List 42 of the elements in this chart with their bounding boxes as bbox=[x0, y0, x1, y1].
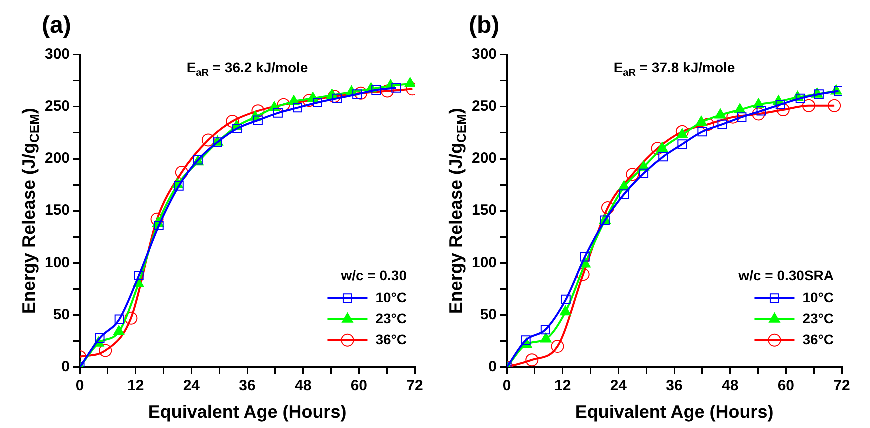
legend-label: 36°C bbox=[802, 331, 834, 348]
x-axis-title: Equivalent Age (Hours) bbox=[148, 402, 347, 422]
y-tick-label: 300 bbox=[44, 46, 70, 63]
x-tick-label: 48 bbox=[722, 378, 739, 395]
y-tick-label: 100 bbox=[472, 254, 498, 272]
x-axis-title: Equivalent Age (Hours) bbox=[575, 402, 774, 422]
y-tick-label: 50 bbox=[53, 306, 70, 324]
x-tick-label: 36 bbox=[666, 378, 683, 395]
y-tick-label: 300 bbox=[472, 46, 498, 63]
x-tick-label: 72 bbox=[834, 378, 850, 395]
y-tick-label: 0 bbox=[488, 358, 498, 376]
legend-title: w/c = 0.30 bbox=[340, 267, 408, 284]
y-tick-label: 250 bbox=[472, 98, 498, 116]
x-tick-label: 60 bbox=[350, 378, 368, 395]
x-tick-label: 60 bbox=[778, 378, 795, 395]
x-tick-label: 72 bbox=[406, 378, 424, 395]
y-tick-label: 200 bbox=[44, 150, 70, 168]
legend-title: w/c = 0.30SRA bbox=[738, 267, 834, 284]
x-tick-label: 12 bbox=[128, 378, 144, 395]
y-tick-label: 150 bbox=[472, 202, 498, 220]
legend-label: 23°C bbox=[376, 310, 407, 326]
legend-label: 10°C bbox=[376, 289, 407, 306]
x-tick-label: 0 bbox=[76, 378, 84, 395]
chart-title: (b) bbox=[469, 12, 500, 40]
x-tick-label: 0 bbox=[502, 378, 512, 395]
x-tick-label: 24 bbox=[610, 378, 628, 395]
chart-title: (a) bbox=[42, 12, 72, 40]
y-tick-label: 50 bbox=[480, 306, 498, 324]
legend-label: 23°C bbox=[802, 310, 834, 326]
y-tick-label: 100 bbox=[44, 254, 70, 272]
x-tick-label: 24 bbox=[183, 378, 201, 395]
y-tick-label: 200 bbox=[472, 150, 498, 168]
x-tick-label: 36 bbox=[239, 378, 256, 395]
legend-label: 36°C bbox=[376, 331, 407, 348]
y-tick-label: 150 bbox=[44, 202, 70, 220]
x-tick-label: 12 bbox=[554, 378, 572, 395]
x-tick-label: 48 bbox=[295, 378, 312, 395]
legend-label: 10°C bbox=[802, 289, 834, 306]
y-tick-label: 0 bbox=[62, 358, 70, 376]
y-axis-title: Energy Release (J/gCEM) bbox=[18, 108, 42, 314]
y-tick-label: 250 bbox=[44, 98, 70, 116]
y-axis-title: Energy Release (J/gCEM) bbox=[446, 108, 469, 314]
